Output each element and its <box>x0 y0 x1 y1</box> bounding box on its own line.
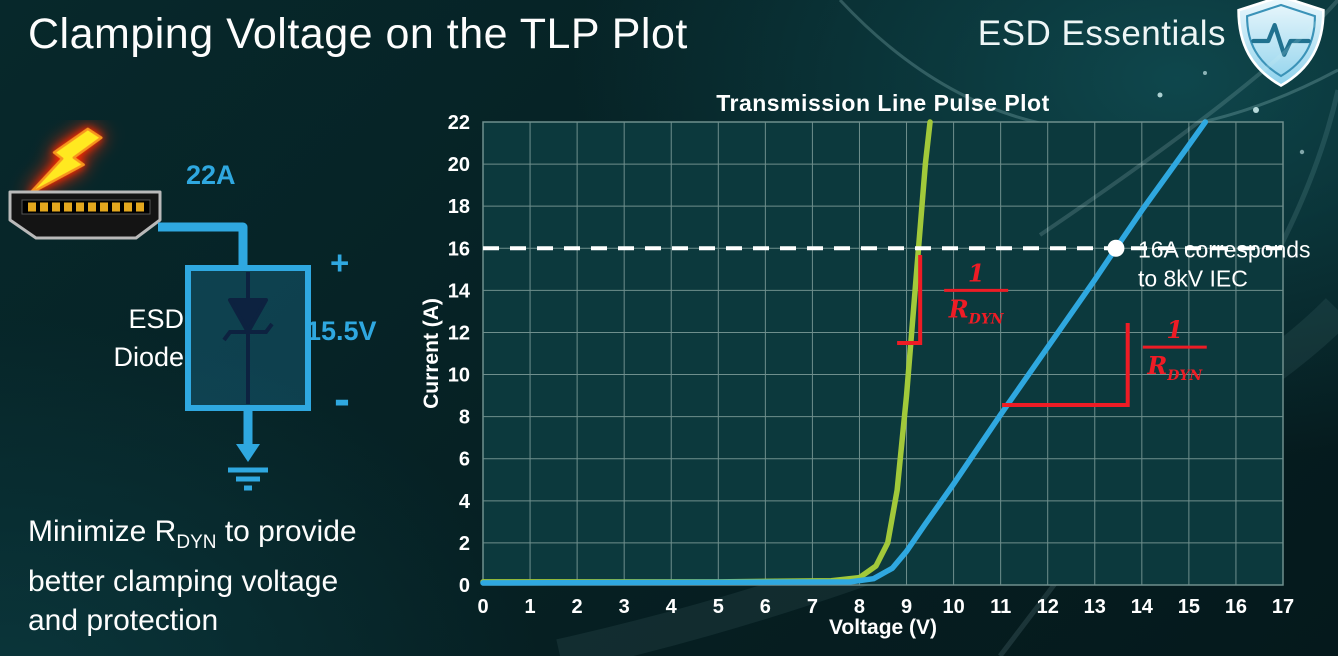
y-tick-label: 18 <box>448 196 470 218</box>
lightning-bolt-icon <box>28 127 103 196</box>
y-tick-label: 16 <box>448 238 470 260</box>
y-tick-label: 10 <box>448 365 470 387</box>
y-tick-label: 22 <box>448 112 470 134</box>
x-tick-label: 3 <box>619 596 630 618</box>
x-tick-label: 5 <box>713 596 724 618</box>
y-tick-label: 4 <box>459 491 471 513</box>
sparkle-dot <box>1203 71 1207 75</box>
shield-pulse-icon <box>1237 0 1325 88</box>
y-tick-label: 14 <box>448 280 471 302</box>
footnote-line3: and protection <box>28 604 219 637</box>
tlp-chart-container: 0 1 2 3 4 5 6 7 8 9 10 11 12 13 14 15 16 17 0 2 4 6 8 10 12 14 16 1… <box>420 90 1338 656</box>
annotation-denominator-rdyn-blue: RDYN <box>1146 351 1203 384</box>
x-tick-label: 1 <box>524 596 535 618</box>
y-tick-label: 2 <box>459 533 470 555</box>
x-tick-label: 9 <box>901 596 912 618</box>
x-tick-label: 17 <box>1272 596 1294 618</box>
x-tick-label: 13 <box>1084 596 1106 618</box>
footnote-line1-sub: DYN <box>176 532 217 553</box>
annotation-slope-rdyn-blue <box>1002 322 1130 408</box>
page-title: Clamping Voltage on the TLP Plot <box>28 10 688 58</box>
circuit-art <box>8 127 311 491</box>
wire <box>158 222 248 268</box>
x-tick-label: 0 <box>477 596 488 618</box>
x-tick-label: 12 <box>1037 596 1059 618</box>
esd-circuit-diagram: 22A ESD Diode + 15.5V - <box>0 120 420 510</box>
plus-sign: + <box>330 244 350 281</box>
y-axis-title: Current (A) <box>420 298 443 409</box>
x-tick-label: 11 <box>990 596 1011 618</box>
marker-dot <box>1107 239 1125 257</box>
x-tick-label: 4 <box>666 596 678 618</box>
pulse-line-icon <box>1251 22 1311 57</box>
annotation-denominator-rdyn-green: RDYN <box>948 294 1005 327</box>
y-tick-label: 20 <box>448 154 470 176</box>
device-label-line2: Diode <box>113 342 184 372</box>
marker-label-line2: to 8kV IEC <box>1138 265 1248 291</box>
x-axis-title: Voltage (V) <box>829 616 937 639</box>
annotation-slope-rdyn-green <box>897 255 923 345</box>
footnote: Minimize RDYN to provide better clamping… <box>28 512 357 640</box>
ground-icon <box>228 467 268 491</box>
clamp-voltage-label: 15.5V <box>306 316 377 346</box>
zener-diode-symbol <box>222 272 274 404</box>
y-tick-label: 6 <box>459 449 470 471</box>
brand-title: ESD Essentials <box>977 14 1226 53</box>
surge-current-label: 22A <box>186 160 236 190</box>
footnote-line2: better clamping voltage <box>28 565 339 598</box>
x-tick-label: 8 <box>854 596 865 618</box>
x-tick-label: 16 <box>1225 596 1247 618</box>
marker-label-line1: 16A corresponds <box>1138 236 1311 262</box>
arrow-down-icon <box>236 444 260 462</box>
x-tick-label: 14 <box>1131 596 1154 618</box>
x-tick-label: 7 <box>807 596 818 618</box>
footnote-line1-post: to provide <box>216 515 357 548</box>
x-tick-label: 10 <box>942 596 964 618</box>
x-tick-label: 6 <box>760 596 771 618</box>
shield-inner-outline <box>1246 3 1316 78</box>
footnote-line1-pre: Minimize R <box>28 515 177 548</box>
y-tick-label: 0 <box>459 575 470 597</box>
annotation-numerator-rdyn-green: 1 <box>968 258 985 287</box>
chart-title: Transmission Line Pulse Plot <box>716 90 1050 116</box>
y-tick-label: 8 <box>459 407 470 429</box>
plot-border <box>482 121 1284 586</box>
footnote-line1: Minimize RDYN to provide <box>28 512 357 562</box>
blue-curve <box>480 119 1209 586</box>
x-tick-label: 2 <box>572 596 583 618</box>
minus-sign: - <box>334 373 350 426</box>
annotation-numerator-rdyn-blue: 1 <box>1166 315 1183 344</box>
device-label-line1: ESD <box>128 304 184 334</box>
y-tick-label: 12 <box>448 322 470 344</box>
hdmi-connector-icon <box>8 190 162 240</box>
device-label: ESD Diode <box>84 300 184 376</box>
x-tick-label: 15 <box>1178 596 1200 618</box>
tlp-chart: 0 1 2 3 4 5 6 7 8 9 10 11 12 13 14 15 16 1702468101214161… <box>420 90 1311 639</box>
